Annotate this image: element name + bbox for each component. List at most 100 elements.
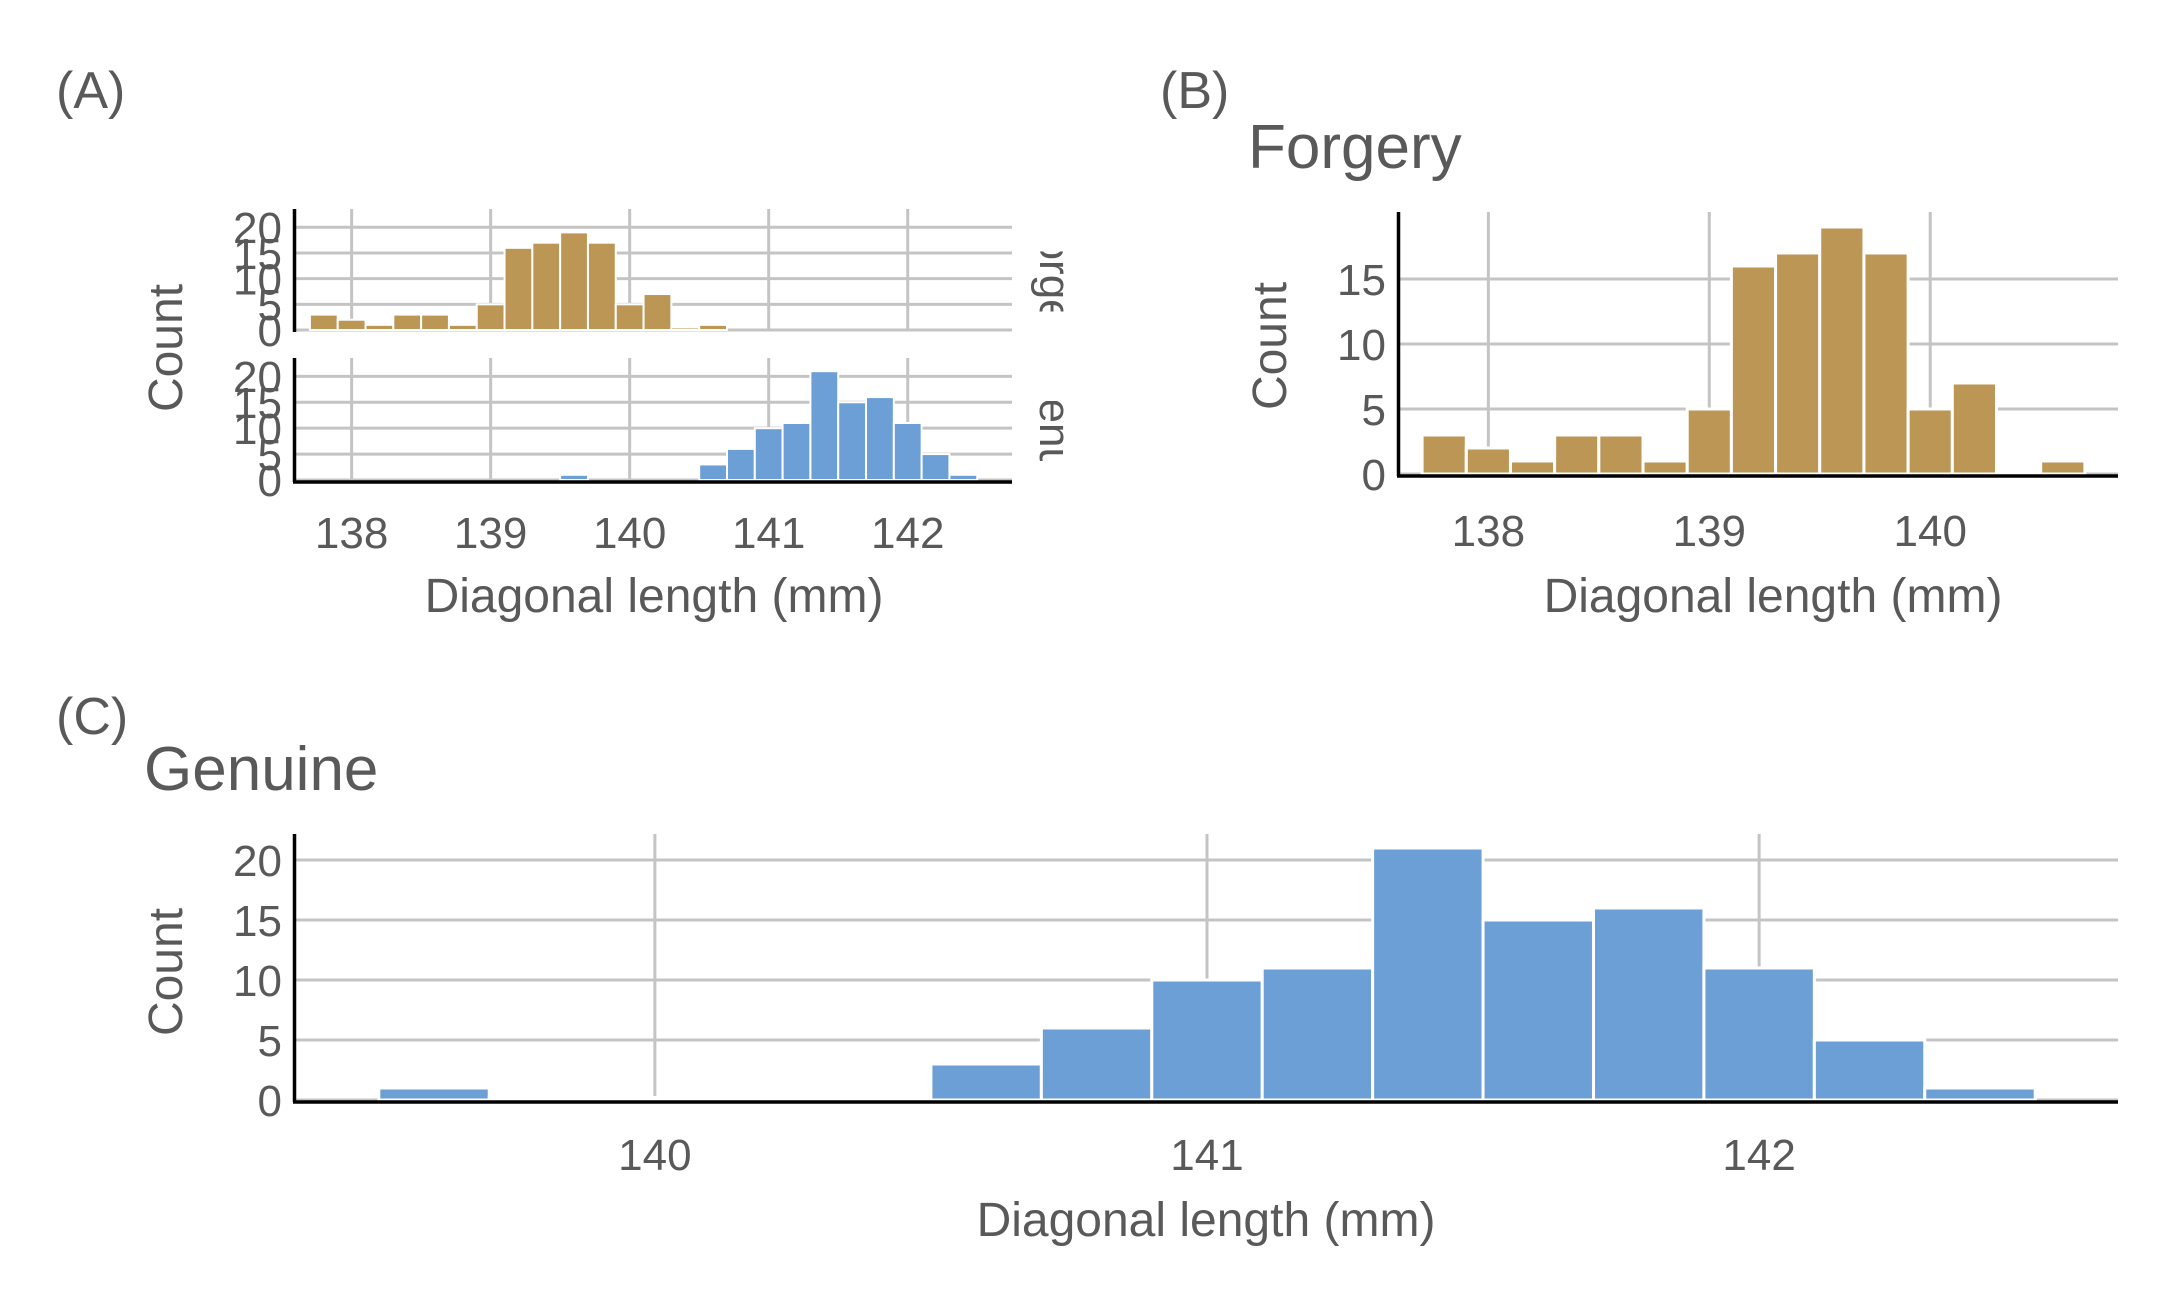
histogram-bar — [1260, 966, 1375, 1102]
panel-b: (B) Forgery 0 5 10 15 138 139 140 Diagonal length… — [1160, 62, 2118, 623]
histogram-bar — [698, 463, 728, 482]
histogram-bar — [503, 246, 534, 331]
x-axis-label: Diagonal length (mm) — [425, 570, 884, 623]
histogram-bar — [929, 1062, 1043, 1102]
facet-strip-label: forge — [1030, 223, 1079, 323]
histogram-bar — [642, 293, 673, 331]
histogram-bar — [1508, 459, 1557, 476]
histogram-bar — [586, 241, 617, 332]
histogram-bar — [1039, 1026, 1154, 1102]
histogram-bar — [475, 303, 506, 331]
histogram-bar — [1950, 381, 1998, 476]
facet-strip-label: genu — [1030, 374, 1079, 472]
x-axis-label: Diagonal length (mm) — [977, 1194, 1436, 1247]
y-tick-label: 20 — [233, 204, 282, 253]
y-tick-label: 0 — [258, 457, 282, 506]
x-tick-label: 141 — [1170, 1131, 1243, 1180]
histogram-bar — [392, 313, 423, 332]
histogram-bar — [1994, 470, 2043, 476]
y-tick-label: 0 — [258, 1077, 282, 1126]
histogram-bar — [420, 313, 450, 332]
y-tick-label: 5 — [258, 431, 282, 480]
histogram-bar — [837, 401, 868, 482]
histogram-bar — [670, 326, 701, 331]
panel-label: (C) — [56, 688, 128, 746]
panel-label: (B) — [1160, 62, 1229, 120]
histogram-bar — [559, 231, 589, 331]
histogram-bar — [1702, 966, 1816, 1102]
histogram-bar — [1150, 978, 1264, 1102]
histogram-bar — [781, 422, 812, 481]
histogram-bar — [948, 473, 979, 481]
histogram-bar — [819, 1096, 933, 1102]
panel-c: (C) Genuine 0 5 10 15 20 140 141 142 Diagonal leng… — [56, 688, 2118, 1247]
chart-title: Forgery — [1248, 113, 1462, 182]
histogram-bar — [1464, 446, 1512, 476]
y-axis-label: Count — [140, 908, 193, 1036]
y-tick-label: 10 — [1337, 321, 1386, 370]
histogram-bar — [753, 427, 784, 482]
histogram-bar — [809, 370, 840, 482]
x-tick-label: 140 — [593, 509, 666, 558]
x-tick-label: 139 — [454, 509, 527, 558]
histogram-bar — [1906, 407, 1954, 476]
histogram-bar — [1641, 459, 1689, 476]
y-tick-label: 15 — [233, 230, 282, 279]
histogram-bar — [892, 422, 923, 481]
y-tick-label: 5 — [258, 1017, 282, 1066]
histogram-bar — [1481, 918, 1595, 1102]
histogram-bar — [1553, 433, 1601, 476]
chart-title: Genuine — [144, 735, 378, 804]
y-tick-label: 5 — [1362, 386, 1386, 435]
x-tick-label: 142 — [871, 509, 944, 558]
histogram-bar — [1812, 1038, 1927, 1102]
histogram-bar — [1420, 433, 1468, 476]
x-tick-label: 140 — [618, 1131, 691, 1180]
histogram-bar — [336, 318, 367, 331]
histogram-bar — [1371, 846, 1485, 1102]
x-tick-label: 139 — [1673, 507, 1746, 556]
y-tick-label: 5 — [258, 281, 282, 330]
y-tick-label: 20 — [233, 837, 282, 886]
x-tick-label: 142 — [1722, 1131, 1795, 1180]
histogram-bar — [1729, 264, 1778, 476]
histogram-bar — [1923, 1086, 2037, 1102]
histogram-bar — [1591, 906, 1706, 1102]
histogram-bar — [487, 1096, 602, 1102]
y-tick-label: 20 — [233, 353, 282, 402]
y-tick-label: 10 — [233, 255, 282, 304]
y-axis-label: Count — [1244, 282, 1297, 410]
histogram-bar — [531, 241, 562, 332]
y-tick-label: 10 — [233, 405, 282, 454]
histogram-bar — [614, 303, 645, 331]
histogram-bar — [698, 323, 728, 332]
y-tick-label: 0 — [258, 307, 282, 356]
histogram-bar — [559, 473, 589, 481]
y-axis-label: Count — [140, 284, 193, 412]
histogram-bar — [920, 453, 951, 482]
panel-label: (A) — [56, 62, 125, 120]
histogram-bar — [308, 313, 339, 332]
histogram-bar — [2039, 459, 2087, 476]
x-tick-label: 141 — [732, 509, 805, 558]
histogram-bar — [364, 323, 395, 332]
x-tick-label: 138 — [315, 509, 388, 558]
histogram-bar — [708, 1096, 823, 1102]
y-tick-label: 15 — [233, 379, 282, 428]
x-tick-label: 138 — [1452, 507, 1525, 556]
histogram-bar — [447, 323, 478, 332]
histogram-bar — [1862, 251, 1910, 476]
y-tick-label: 15 — [1337, 256, 1386, 305]
histogram-bar — [725, 447, 756, 481]
y-tick-label: 15 — [233, 897, 282, 946]
x-tick-label: 140 — [1894, 507, 1967, 556]
histogram-bar — [1818, 225, 1866, 476]
histogram-bar — [1597, 433, 1645, 476]
histogram-bar — [1774, 251, 1822, 476]
y-tick-label: 0 — [1362, 451, 1386, 500]
histogram-bar — [598, 1096, 712, 1102]
